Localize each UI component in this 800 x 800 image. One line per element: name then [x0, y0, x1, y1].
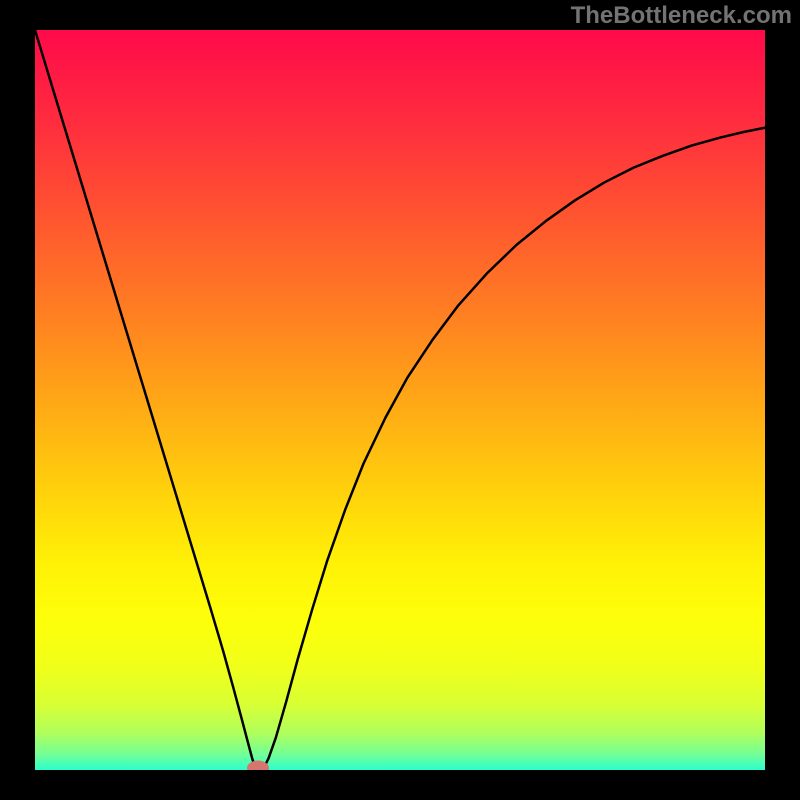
- chart-container: TheBottleneck.com: [0, 0, 800, 800]
- bottleneck-curve: [35, 30, 765, 770]
- plot-area: [35, 30, 765, 770]
- optimal-point-marker: [247, 760, 269, 770]
- watermark-text: TheBottleneck.com: [571, 2, 792, 30]
- frame-bottom: [0, 770, 800, 800]
- frame-right: [765, 0, 800, 800]
- frame-left: [0, 0, 35, 800]
